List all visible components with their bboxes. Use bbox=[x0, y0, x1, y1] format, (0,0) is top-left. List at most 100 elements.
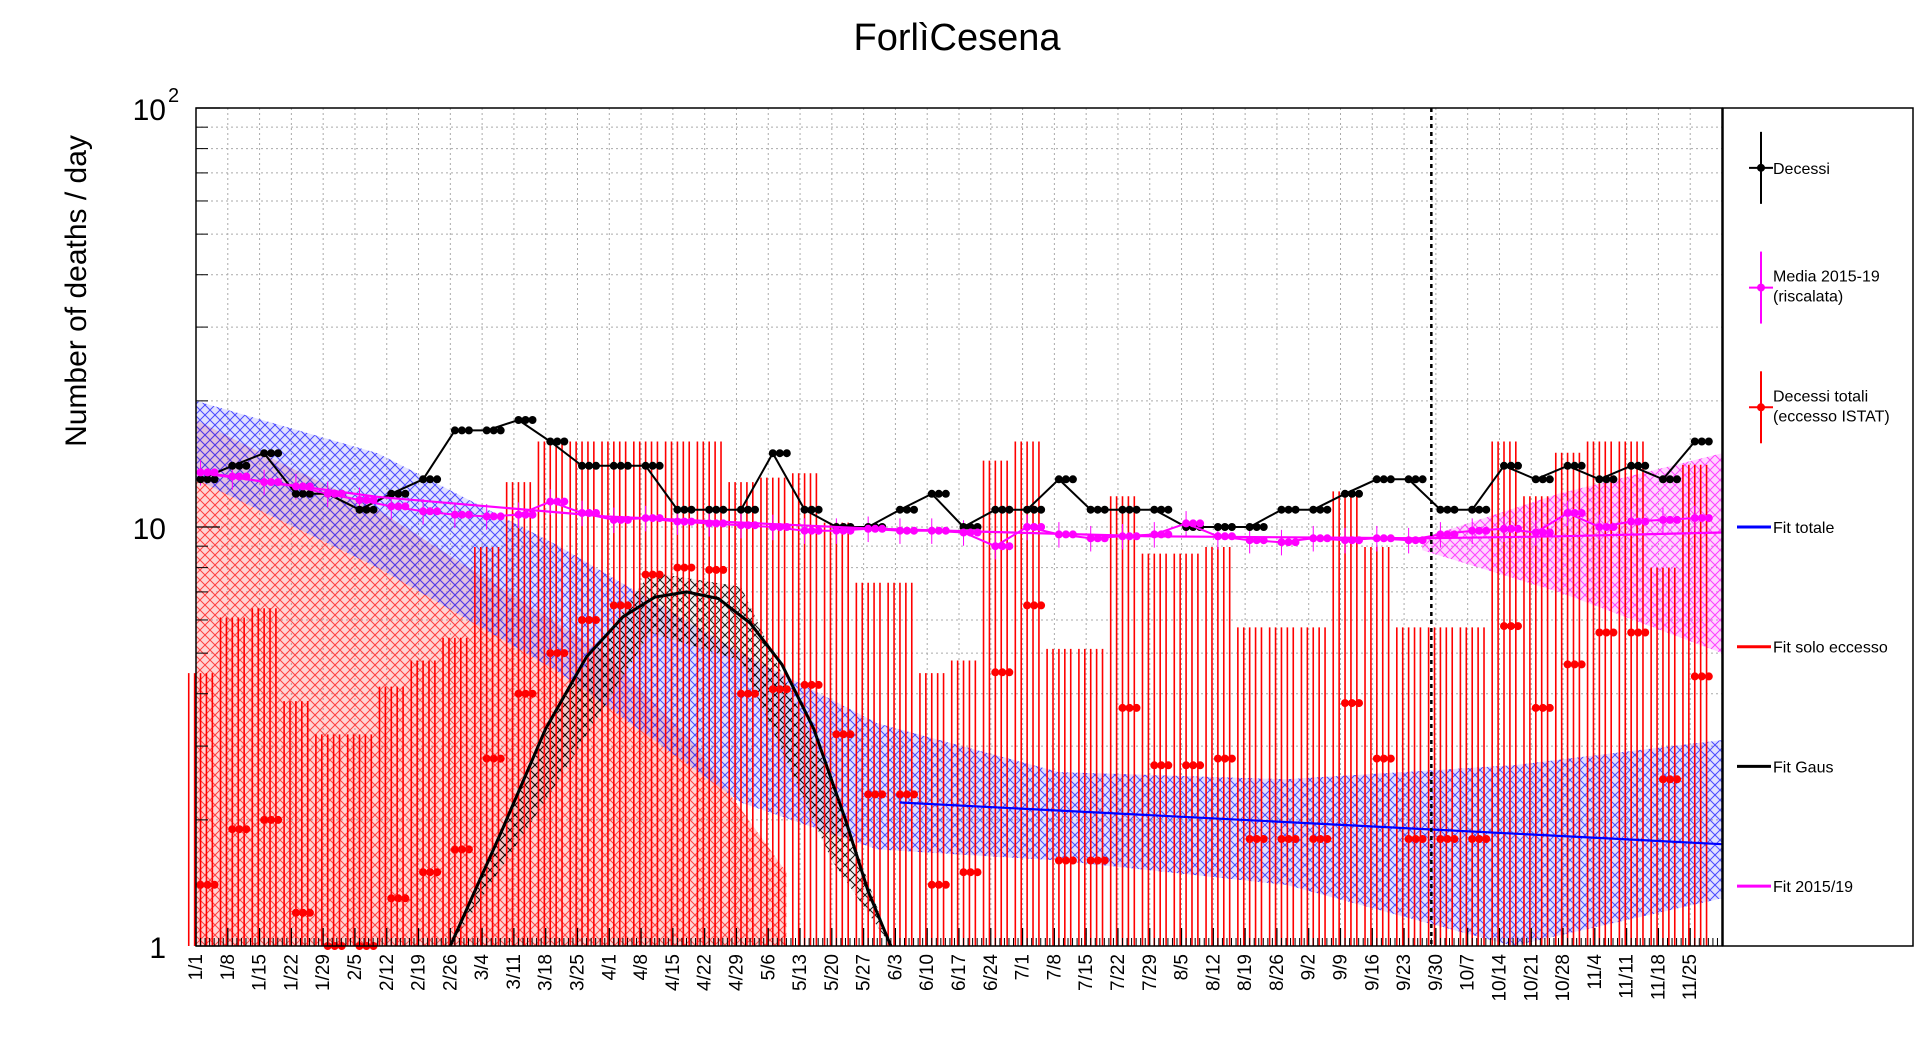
data-point bbox=[1538, 703, 1547, 712]
data-point bbox=[1641, 461, 1650, 470]
x-tick-label: 10/28 bbox=[1553, 954, 1574, 1002]
data-point bbox=[648, 570, 657, 579]
data-point bbox=[1291, 505, 1300, 514]
data-point bbox=[1514, 461, 1522, 470]
data-point bbox=[1132, 505, 1141, 514]
x-tick-label: 8/5 bbox=[1172, 954, 1193, 980]
data-point bbox=[782, 685, 791, 694]
data-point bbox=[768, 449, 777, 458]
data-point bbox=[768, 685, 777, 694]
data-point bbox=[1531, 475, 1540, 484]
data-point bbox=[1220, 523, 1229, 531]
data-point bbox=[387, 502, 396, 511]
legend-label-line2: (eccesso ISTAT) bbox=[1773, 408, 1890, 425]
x-tick-label: 6/3 bbox=[885, 954, 906, 980]
data-point bbox=[210, 880, 219, 889]
data-point bbox=[1690, 437, 1699, 446]
data-point bbox=[1118, 505, 1127, 514]
data-point bbox=[228, 825, 237, 834]
x-tick-label: 4/29 bbox=[727, 954, 748, 991]
data-point bbox=[1386, 754, 1395, 763]
data-point bbox=[1284, 835, 1293, 843]
data-point bbox=[991, 542, 1000, 551]
data-point bbox=[235, 825, 244, 834]
data-point bbox=[1500, 622, 1508, 631]
data-point bbox=[1507, 461, 1515, 470]
x-tick-label: 11/25 bbox=[1680, 954, 1701, 1000]
data-point bbox=[814, 680, 823, 689]
fit-uncertainty-bands bbox=[196, 400, 1722, 946]
legend-entry: Fit totale bbox=[1737, 520, 1834, 537]
data-point bbox=[1659, 775, 1667, 784]
x-tick-label: 11/11 bbox=[1617, 954, 1638, 999]
x-tick-label: 6/17 bbox=[949, 954, 970, 991]
data-point bbox=[560, 437, 569, 446]
data-point bbox=[864, 790, 873, 799]
data-point bbox=[585, 616, 593, 624]
data-point bbox=[1164, 505, 1173, 514]
series-fit-2015-19 bbox=[195, 471, 1723, 540]
data-point bbox=[1309, 835, 1318, 843]
data-point bbox=[433, 868, 442, 877]
data-point bbox=[719, 565, 728, 574]
data-point bbox=[1450, 835, 1459, 843]
data-point bbox=[369, 505, 378, 514]
data-point bbox=[814, 505, 823, 514]
data-point bbox=[433, 475, 442, 484]
data-point bbox=[546, 497, 555, 506]
data-point bbox=[1411, 475, 1420, 484]
data-point bbox=[1514, 622, 1522, 631]
data-point bbox=[1602, 628, 1611, 637]
data-point bbox=[1570, 461, 1579, 470]
data-point bbox=[1213, 754, 1222, 763]
data-point bbox=[1316, 505, 1325, 514]
data-point bbox=[1277, 538, 1286, 547]
data-point bbox=[1259, 835, 1268, 843]
data-point bbox=[1627, 461, 1636, 470]
data-point bbox=[719, 505, 728, 514]
data-point bbox=[433, 507, 442, 516]
x-tick-label: 3/4 bbox=[472, 954, 493, 981]
x-tick-label: 2/12 bbox=[377, 954, 398, 991]
data-point bbox=[807, 505, 816, 514]
x-tick-label: 6/24 bbox=[981, 954, 1002, 991]
series-fit-gaus bbox=[448, 590, 893, 947]
data-point bbox=[1150, 505, 1159, 514]
legend-entry: Fit solo eccesso bbox=[1737, 640, 1888, 657]
data-point bbox=[464, 845, 473, 854]
data-point bbox=[1475, 505, 1484, 514]
data-point bbox=[401, 894, 410, 903]
data-point bbox=[609, 461, 618, 470]
data-point bbox=[1507, 524, 1515, 533]
x-tick-label: 11/18 bbox=[1648, 954, 1669, 1000]
data-point bbox=[1061, 475, 1070, 484]
data-point bbox=[1213, 523, 1222, 531]
data-point bbox=[1577, 461, 1586, 470]
data-point bbox=[1507, 622, 1515, 631]
data-point bbox=[1450, 530, 1459, 539]
data-point bbox=[1372, 754, 1381, 763]
x-tick-label: 1/8 bbox=[218, 954, 239, 980]
data-point bbox=[274, 449, 283, 458]
data-point bbox=[1157, 761, 1166, 770]
x-tick-label: 2/26 bbox=[440, 954, 461, 991]
data-point bbox=[839, 526, 848, 535]
data-point bbox=[1023, 601, 1032, 610]
data-point bbox=[1443, 505, 1452, 514]
data-point bbox=[585, 461, 593, 470]
data-point bbox=[1666, 475, 1674, 484]
data-point bbox=[1068, 856, 1077, 865]
legend-entry: Decessi bbox=[1749, 131, 1830, 204]
data-point bbox=[1609, 523, 1618, 531]
data-point bbox=[800, 505, 809, 514]
data-point bbox=[210, 475, 219, 484]
data-point bbox=[362, 505, 371, 514]
x-tick-label: 4/22 bbox=[695, 954, 716, 991]
data-point bbox=[737, 505, 745, 514]
data-point bbox=[807, 680, 816, 689]
data-point bbox=[966, 868, 975, 877]
x-tick-label: 6/10 bbox=[917, 954, 938, 991]
data-point bbox=[450, 426, 459, 435]
data-point bbox=[1436, 505, 1445, 514]
legend-marker-dot bbox=[1757, 163, 1765, 172]
